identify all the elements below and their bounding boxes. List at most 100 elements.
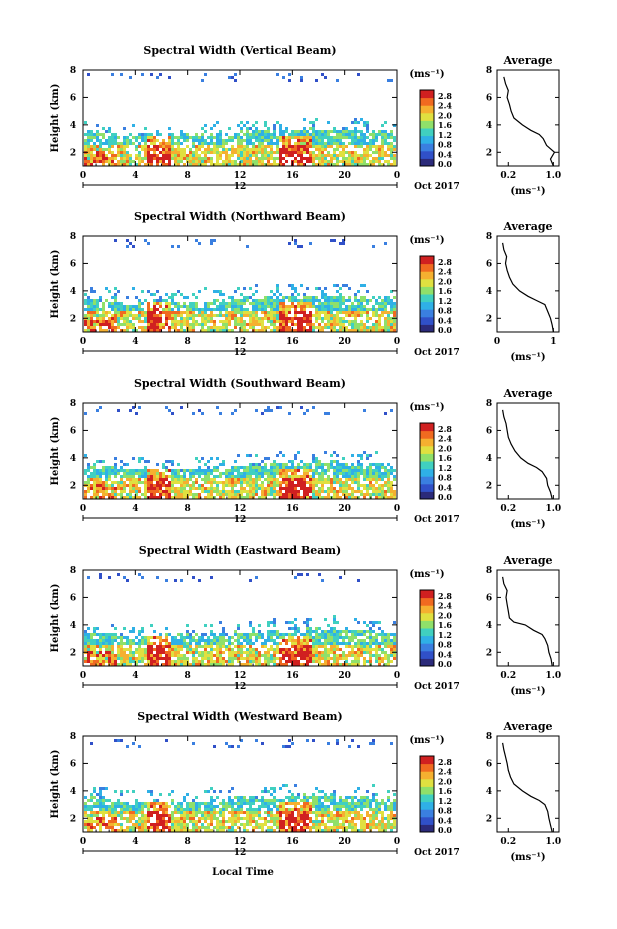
heatmap-cell	[84, 820, 87, 823]
heatmap-cell	[267, 151, 270, 154]
heatmap-cell	[366, 487, 369, 490]
heatmap-cell	[156, 484, 159, 487]
heatmap-cell	[117, 814, 120, 817]
heatmap-cell	[390, 151, 393, 154]
colorbar-tick-label: 2.0	[438, 610, 452, 620]
heatmap-cell	[135, 317, 138, 320]
colorbar-frame	[419, 589, 435, 667]
heatmap-cell	[150, 802, 153, 805]
heatmap-cell	[264, 308, 267, 311]
heatmap-cell	[93, 805, 96, 808]
heatmap-cell	[120, 663, 123, 666]
heatmap-cell	[231, 487, 234, 490]
heatmap-cell	[132, 142, 135, 145]
heatmap-cell	[321, 463, 324, 466]
heatmap-cell	[87, 305, 90, 308]
heatmap-cell	[252, 154, 255, 157]
heatmap-cell	[267, 663, 270, 666]
heatmap-cell	[183, 136, 186, 139]
heatmap-cell	[114, 296, 117, 299]
heatmap-cell	[273, 326, 276, 329]
colorbar-swatch	[420, 90, 434, 99]
heatmap-cell	[132, 790, 135, 793]
heatmap-cell	[213, 299, 216, 302]
heatmap-cell	[204, 320, 207, 323]
heatmap-cell	[183, 305, 186, 308]
heatmap-cell	[387, 490, 390, 493]
heatmap-cell	[108, 305, 111, 308]
heatmap-cell	[384, 642, 387, 645]
heatmap-cell	[183, 817, 186, 820]
heatmap-cell	[114, 808, 117, 811]
heatmap-cell	[315, 296, 318, 299]
heatmap-cell	[177, 645, 180, 648]
heatmap-cell	[300, 317, 303, 320]
heatmap-cell	[213, 466, 216, 469]
heatmap-cell	[111, 808, 114, 811]
heatmap-cell	[192, 823, 195, 826]
heatmap-cell	[102, 823, 105, 826]
heatmap-cell	[252, 133, 255, 136]
heatmap-cell	[282, 130, 285, 133]
heatmap-cell	[123, 463, 126, 466]
heatmap-cell	[195, 657, 198, 660]
heatmap-cell	[84, 639, 87, 642]
heatmap-cell	[186, 305, 189, 308]
heatmap-cell	[375, 490, 378, 493]
heatmap-cell	[219, 481, 222, 484]
heatmap-cell	[345, 311, 348, 314]
heatmap-cell	[393, 305, 396, 308]
heatmap-cell	[315, 314, 318, 317]
heatmap-cell	[267, 633, 270, 636]
colorbar-swatch	[420, 423, 434, 432]
heatmap-cell	[159, 654, 162, 657]
heatmap-cell	[117, 823, 120, 826]
heatmap-cell	[339, 642, 342, 645]
heatmap-cell	[231, 148, 234, 151]
heatmap-cell	[309, 487, 312, 490]
heatmap-cell	[375, 320, 378, 323]
heatmap-cell	[120, 829, 123, 832]
heatmap-cell	[258, 657, 261, 660]
panel-title: Spectral Width (Eastward Beam)	[139, 544, 341, 557]
heatmap-cell	[177, 308, 180, 311]
colorbar-swatch	[420, 324, 434, 333]
heatmap-cell	[84, 493, 87, 496]
heatmap-cell	[201, 317, 204, 320]
heatmap-cell	[195, 645, 198, 648]
heatmap-cell	[162, 490, 165, 493]
heatmap-cell	[132, 808, 135, 811]
heatmap-cell	[273, 293, 276, 296]
heatmap-cell	[108, 639, 111, 642]
heatmap-cell	[303, 648, 306, 651]
heatmap-cell	[390, 154, 393, 157]
heatmap-cell	[351, 454, 354, 457]
y-tick-label: 2	[70, 648, 76, 658]
heatmap-cell	[177, 663, 180, 666]
heatmap-cell	[99, 326, 102, 329]
heatmap-cell	[387, 326, 390, 329]
heatmap-cell	[375, 636, 378, 639]
heatmap-cell	[303, 496, 306, 499]
heatmap-cell	[93, 469, 96, 472]
heatmap-cell	[345, 466, 348, 469]
heatmap-cell	[375, 487, 378, 490]
heatmap-cell	[246, 496, 249, 499]
heatmap-cell	[150, 642, 153, 645]
heatmap-cell	[381, 466, 384, 469]
heatmap-cell	[237, 493, 240, 496]
heatmap-cell	[138, 457, 141, 460]
heatmap-cell	[147, 790, 150, 793]
heatmap-cell	[348, 642, 351, 645]
heatmap-cell	[246, 314, 249, 317]
heatmap-cell	[309, 142, 312, 145]
heatmap-cell	[198, 487, 201, 490]
heatmap-cell	[213, 496, 216, 499]
heatmap-cell	[252, 490, 255, 493]
heatmap-cell	[315, 287, 318, 290]
heatmap-cell	[138, 163, 141, 166]
heatmap-cell	[210, 496, 213, 499]
heatmap-cell	[147, 290, 150, 293]
heatmap-cell	[168, 645, 171, 648]
heatmap-cell	[123, 627, 126, 630]
